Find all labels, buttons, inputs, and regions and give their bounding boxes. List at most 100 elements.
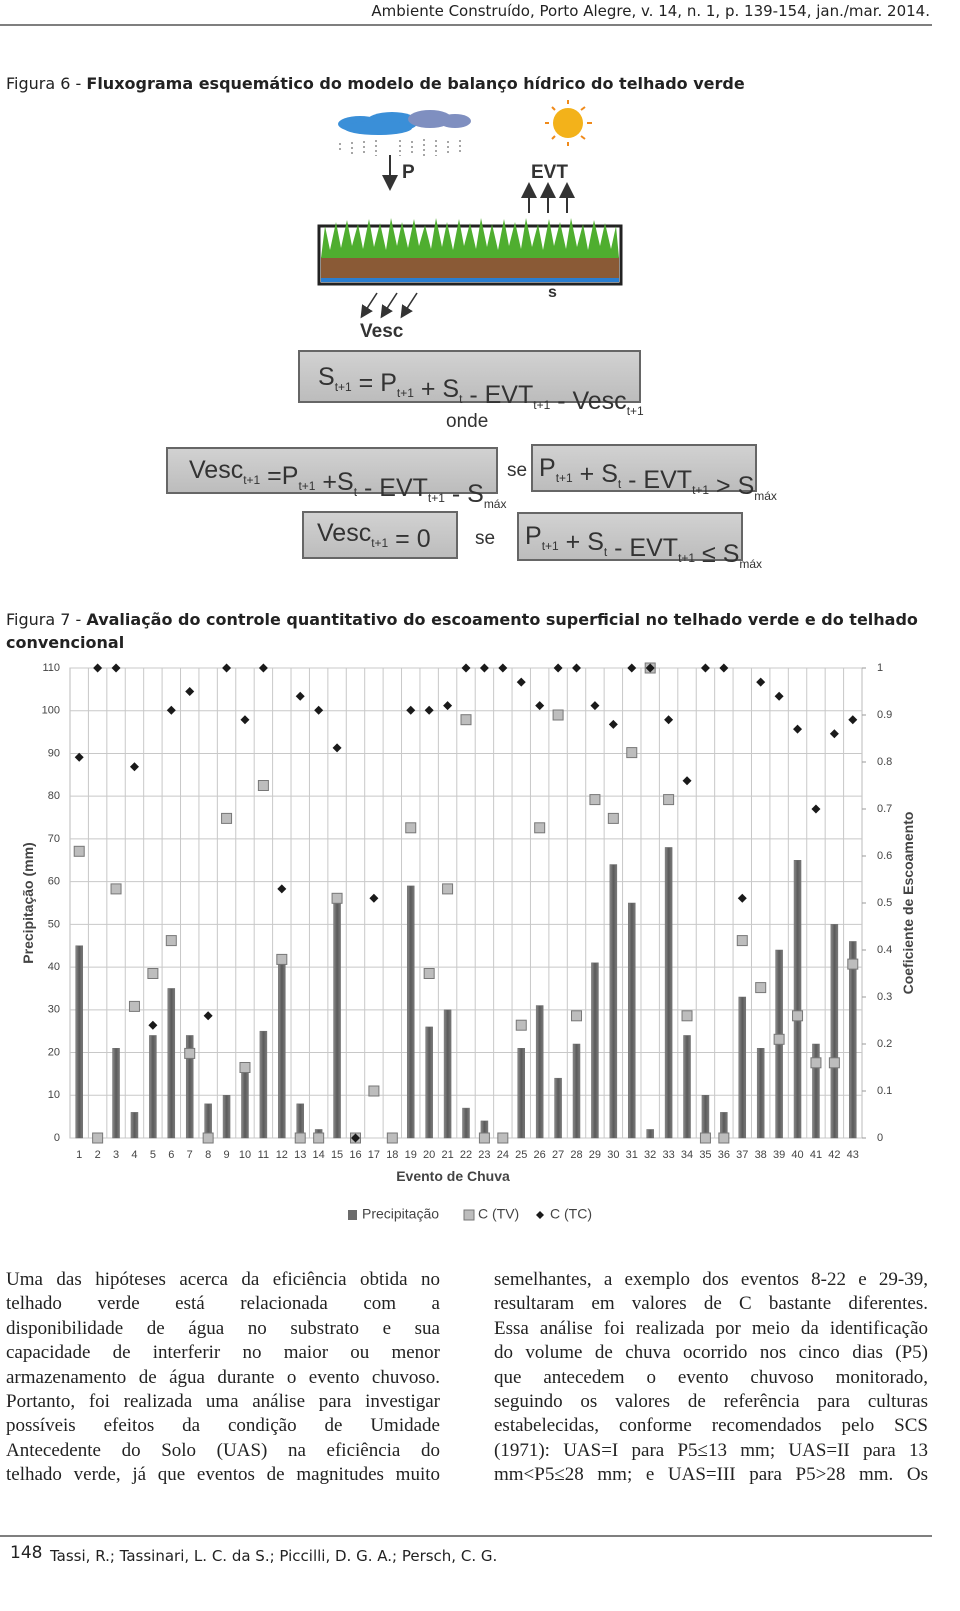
diamond-marker	[185, 687, 195, 696]
square-marker	[810, 1057, 822, 1069]
x-tick-label: 10	[239, 1149, 251, 1161]
x-tick-label: 31	[626, 1149, 638, 1161]
square-marker	[663, 794, 675, 806]
y-tick-label: 0	[54, 1132, 60, 1144]
bar	[572, 1043, 581, 1139]
diamond-marker	[793, 724, 803, 734]
y-tick-label: 80	[48, 790, 60, 802]
y-tick-label: 90	[48, 747, 60, 759]
cloud	[408, 110, 471, 128]
text-line: seguindo os valores de referência para c…	[494, 1391, 928, 1413]
x-tick-label: 29	[589, 1149, 601, 1161]
square-marker	[497, 1132, 509, 1144]
x-tick-label: 37	[736, 1149, 748, 1161]
equation-box	[298, 350, 641, 403]
diamond-marker	[498, 663, 508, 673]
x-tick-label: 23	[478, 1149, 490, 1161]
equation-box	[302, 511, 458, 559]
x-tick-label: 21	[441, 1149, 453, 1161]
x-tick-label: 20	[423, 1149, 435, 1161]
bar	[185, 1035, 194, 1139]
legend-swatch	[536, 1211, 544, 1219]
bar	[167, 988, 176, 1139]
equation-subscript: t+1	[428, 491, 445, 505]
bar	[849, 941, 857, 1139]
bar	[443, 1009, 452, 1139]
y2-tick-label: 0.3	[877, 991, 892, 1003]
x-tick-label: 5	[150, 1149, 156, 1161]
diamond-marker	[350, 1133, 360, 1143]
bar	[222, 1095, 231, 1139]
bar	[241, 1069, 249, 1139]
diamond-marker	[848, 715, 858, 725]
equation-term: ≤ S	[695, 540, 739, 568]
bar	[591, 962, 599, 1139]
chart: 010203040506070809010011000.10.20.30.40.…	[20, 662, 916, 1222]
square-marker	[755, 982, 767, 994]
square-marker	[460, 714, 472, 726]
square-marker	[423, 968, 435, 979]
square-marker	[718, 1132, 730, 1144]
square-marker	[221, 812, 233, 824]
square-marker	[313, 1132, 325, 1144]
text-line: disponibilidade de água no substrato e s…	[6, 1317, 440, 1339]
y2-tick-label: 0.7	[877, 803, 892, 815]
square-marker	[442, 883, 454, 895]
square-marker	[607, 812, 619, 824]
square-marker	[828, 1057, 840, 1069]
x-tick-label: 32	[644, 1149, 656, 1161]
arrows-out	[360, 292, 418, 319]
bar	[462, 1107, 470, 1139]
rain	[339, 139, 461, 156]
bar	[535, 1005, 544, 1139]
label-evt: EVT	[531, 162, 568, 183]
equation: Pt+1 + St - EVTt+1 ≤ Smáx	[525, 522, 762, 571]
equation-term: - Vesc	[550, 387, 626, 415]
legend-label: C (TC)	[550, 1206, 592, 1222]
x-tick-label: 43	[847, 1149, 859, 1161]
y2-tick-label: 0.1	[877, 1085, 892, 1097]
square-marker	[239, 1062, 251, 1073]
legend-swatch	[348, 1210, 357, 1220]
x-tick-label: 24	[497, 1149, 509, 1161]
authors: Tassi, R.; Tassinari, L. C. da S.; Picci…	[50, 1547, 498, 1565]
equation-subscript: t	[604, 545, 608, 559]
text-line: resultaram em valores de C bastante dife…	[494, 1293, 928, 1315]
diamond-marker	[645, 663, 655, 673]
square-marker	[736, 935, 748, 947]
equation-subscript: t+1	[542, 539, 559, 553]
equation-box	[531, 444, 757, 492]
equation: Vesct+1 = 0	[317, 519, 431, 553]
bar	[112, 1048, 120, 1139]
drain-layer	[321, 278, 619, 282]
x-tick-label: 13	[294, 1149, 306, 1161]
y2-tick-label: 0.2	[877, 1038, 892, 1050]
x-tick-label: 28	[570, 1149, 582, 1161]
diamond-marker	[553, 663, 563, 673]
equation-term: > S	[709, 472, 754, 500]
legend-label: C (TV)	[478, 1206, 519, 1222]
figure-label: Figura 6 -	[6, 74, 82, 93]
diamond-marker	[811, 804, 821, 814]
square-marker	[405, 822, 417, 834]
x-tick-label: 9	[223, 1149, 229, 1161]
bar	[628, 902, 636, 1139]
x-tick-label: 30	[607, 1149, 619, 1161]
equation-subscript: máx	[484, 497, 507, 511]
equation-subscript: t+1	[627, 404, 644, 418]
label-onde: onde	[446, 411, 488, 432]
equation-subscript: máx	[754, 489, 777, 503]
equation: Vesct+1 =Pt+1 +St - EVTt+1 - Smáx	[189, 456, 506, 511]
y-tick-label: 40	[48, 961, 60, 973]
equation-subscript: t+1	[556, 471, 573, 485]
x-tick-label: 11	[258, 1149, 269, 1161]
equation-subscript: t	[354, 485, 358, 499]
square-marker	[257, 780, 269, 791]
x-tick-label: 16	[349, 1149, 361, 1161]
y2-axis-title: Coeficiente de Escoamento	[900, 812, 916, 995]
label-vesc: Vesc	[360, 321, 404, 342]
x-tick-label: 38	[755, 1149, 767, 1161]
square-marker	[202, 1132, 214, 1144]
x-tick-label: 36	[718, 1149, 730, 1161]
label-se: se	[507, 460, 527, 481]
